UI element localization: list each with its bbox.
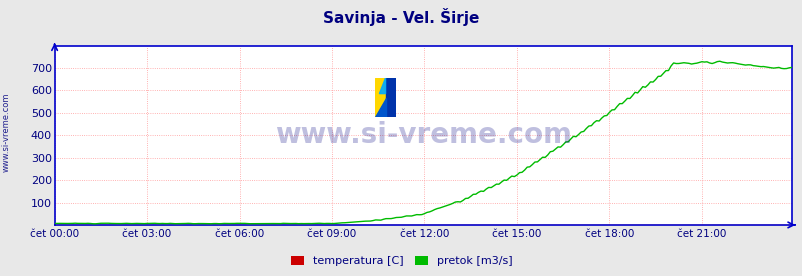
Text: www.si-vreme.com: www.si-vreme.com	[274, 121, 571, 149]
Text: Savinja - Vel. Širje: Savinja - Vel. Širje	[323, 8, 479, 26]
Legend: temperatura [C], pretok [m3/s]: temperatura [C], pretok [m3/s]	[286, 251, 516, 270]
Text: www.si-vreme.com: www.si-vreme.com	[2, 93, 11, 172]
